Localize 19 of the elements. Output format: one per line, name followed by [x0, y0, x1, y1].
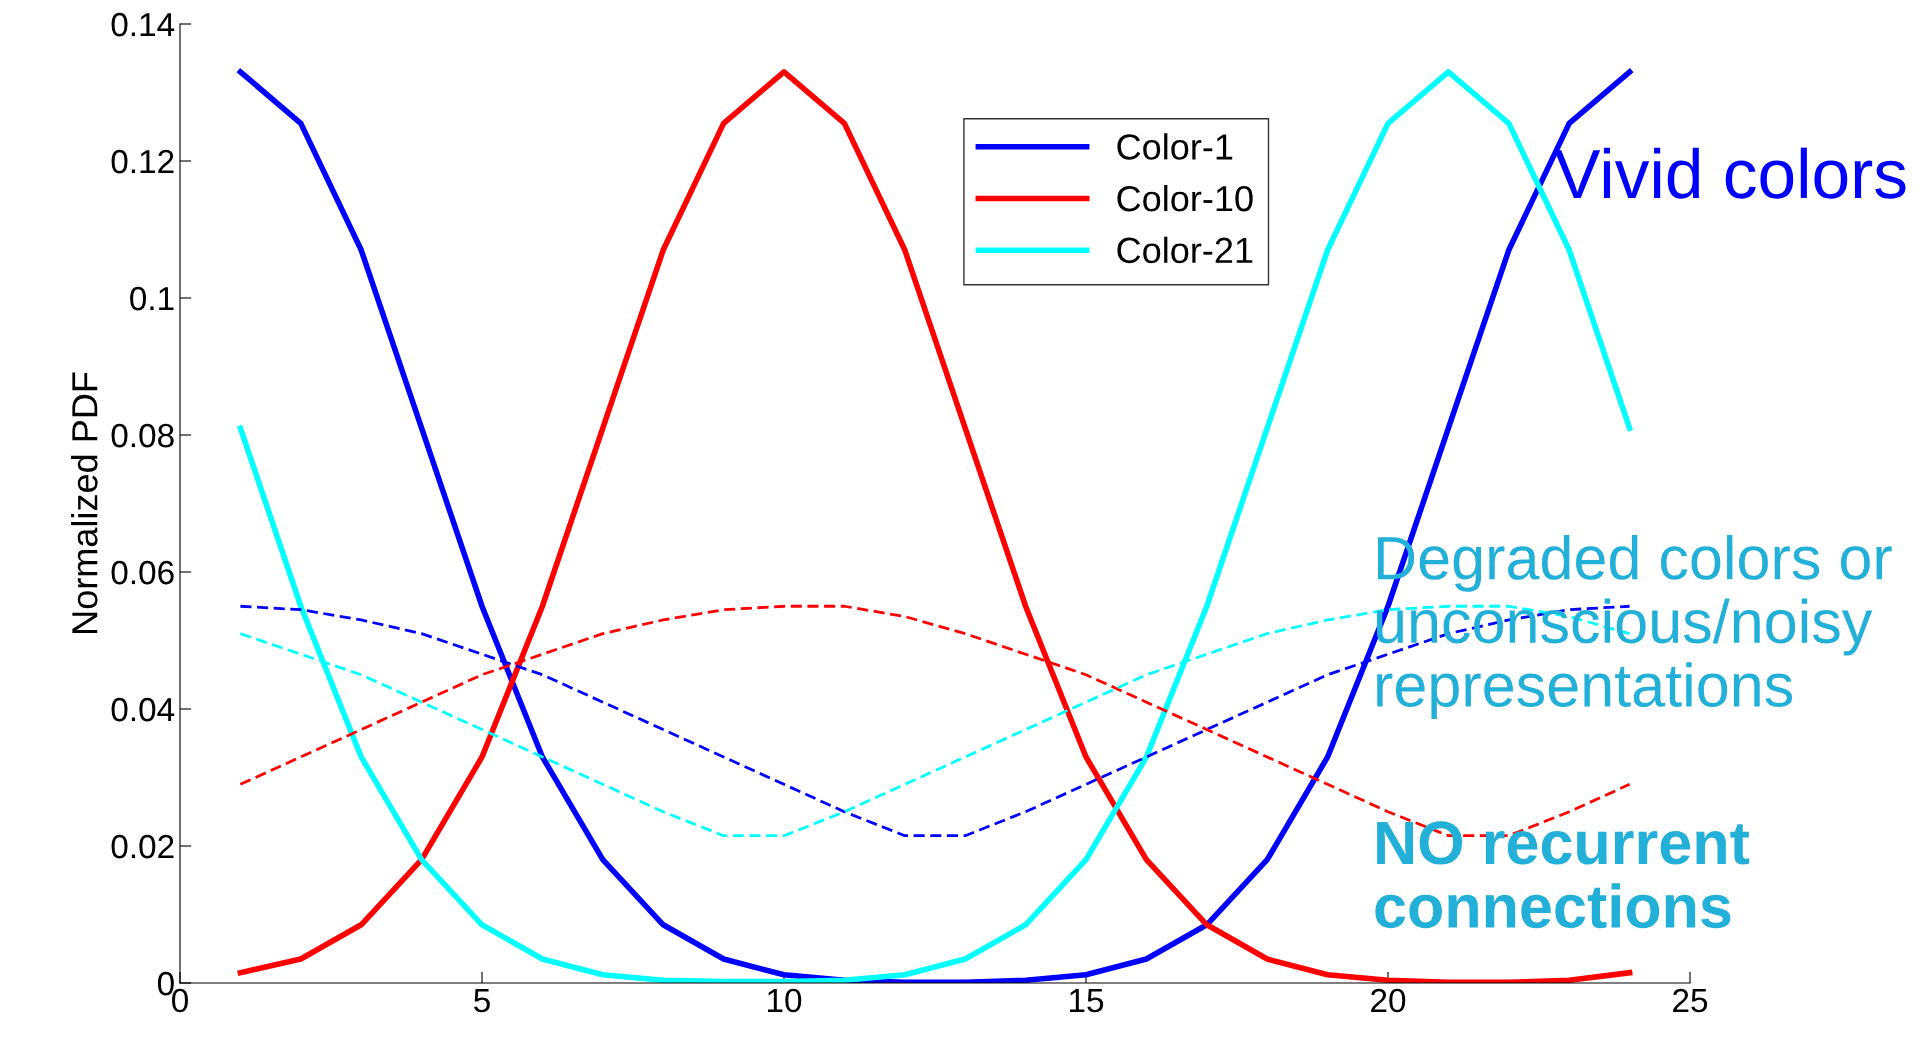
y-tick-label: 0.04 [111, 697, 175, 722]
y-tick-label: 0.06 [111, 560, 174, 585]
x-tick-label: 5 [474, 989, 490, 1013]
legend-label: Color-21 [1117, 236, 1253, 264]
y-tick-label: 0.14 [111, 12, 175, 37]
annotation: NO recurrent connections [1375, 821, 1750, 929]
y-tick-label: 0.1 [130, 286, 174, 311]
y-tick-label: 0.08 [111, 423, 174, 448]
y-axis-title: Normalized PDF [71, 372, 98, 633]
legend-label: Color-10 [1117, 184, 1253, 212]
x-tick-label: 20 [1371, 988, 1406, 1013]
annotation: Vivid colors [1554, 147, 1906, 199]
legend-label: Color-1 [1117, 133, 1233, 160]
x-tick-label: 25 [1673, 988, 1708, 1013]
y-tick-label: 0.12 [111, 149, 174, 174]
x-tick-label: 15 [1070, 989, 1104, 1013]
x-tick-label: 10 [768, 988, 802, 1013]
y-tick-label: 0.02 [111, 834, 174, 859]
y-tick-label: 0 [157, 971, 174, 996]
